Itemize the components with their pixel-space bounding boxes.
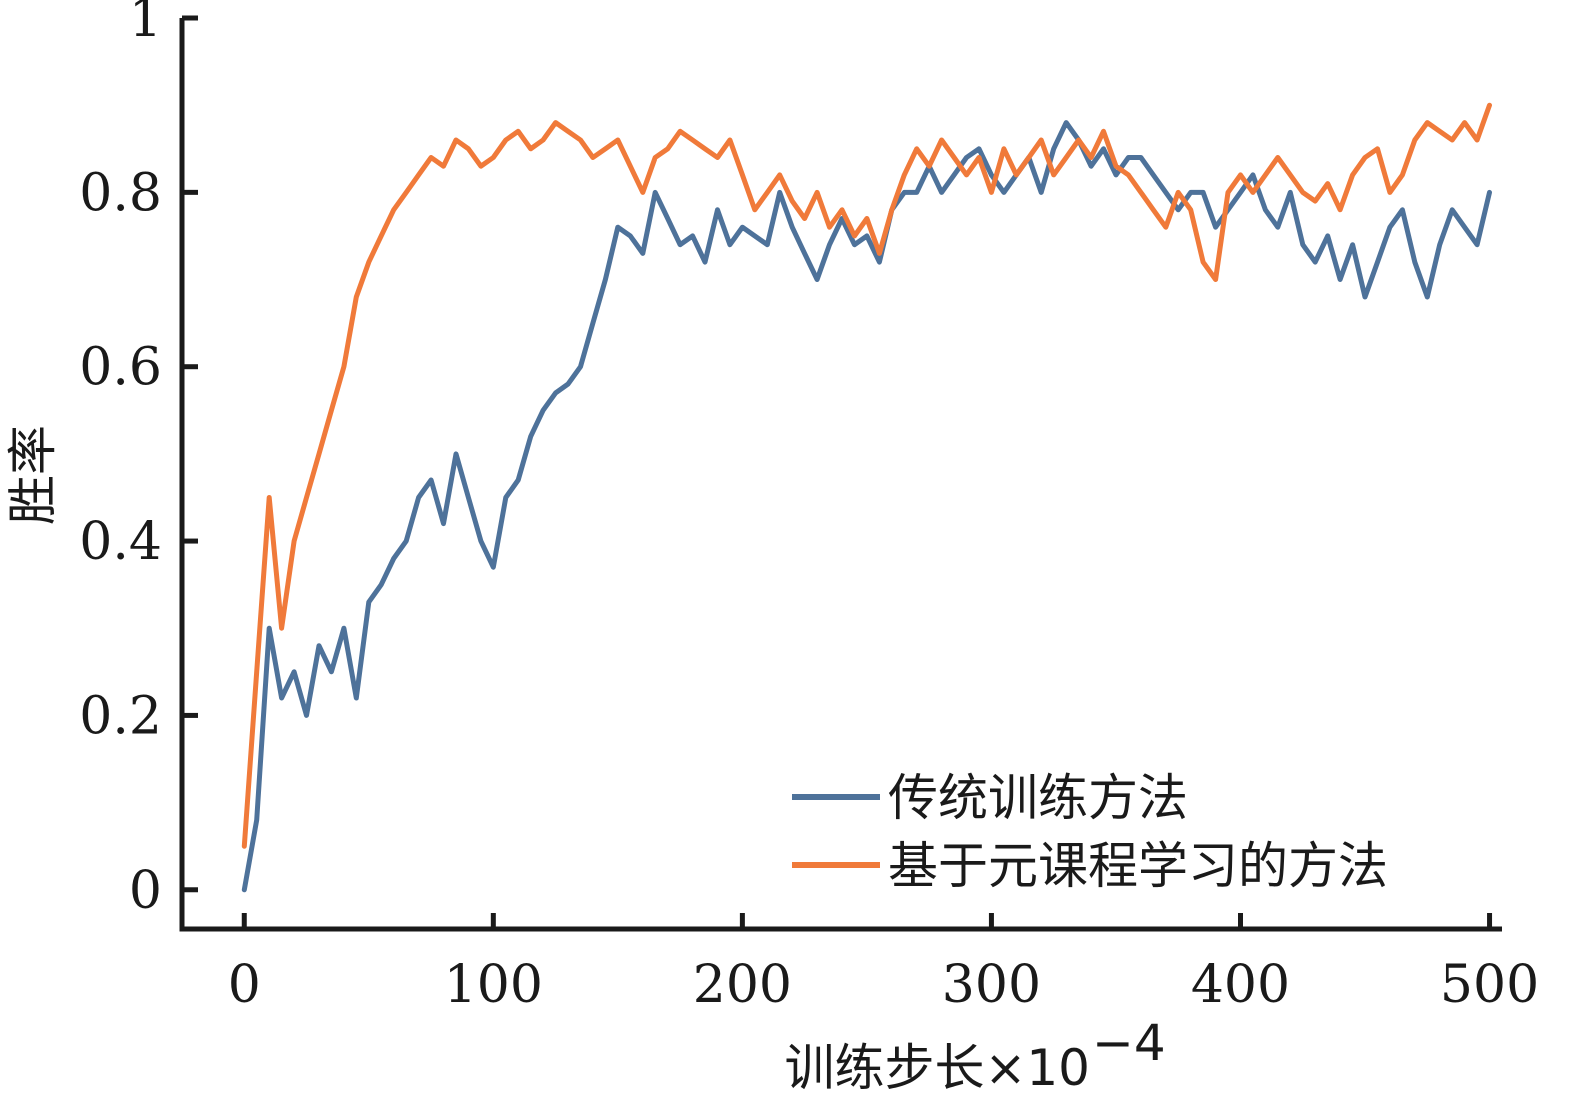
x-axis-label-exponent: −4 [1092,1014,1166,1072]
y-tick-label: 0.6 [79,338,162,398]
x-axis-label: 训练步长×10 [784,1039,1090,1097]
x-tick-label: 500 [1440,955,1539,1015]
series-line-meta-curriculum [241,102,1492,849]
x-tick-label: 200 [693,955,792,1015]
x-axis-ticks: 0 100 200 300 400 500 [228,913,1539,1015]
x-tick-label: 100 [444,955,543,1015]
legend-label-traditional: 传统训练方法 [888,769,1188,827]
y-axis-label: 胜率 [4,425,62,525]
legend: 传统训练方法 基于元课程学习的方法 [792,769,1388,895]
y-tick-label: 0.2 [79,686,162,746]
y-tick-label: 0 [129,861,162,921]
x-tick-label: 300 [942,955,1041,1015]
x-tick-label: 0 [228,955,261,1015]
legend-label-meta-curriculum: 基于元课程学习的方法 [888,837,1388,895]
y-tick-label: 0.4 [79,512,162,572]
y-tick-label: 1 [129,0,162,49]
axes-frame [179,18,1502,932]
series-line-traditional [241,120,1492,893]
series-layer [241,102,1492,893]
y-axis-ticks: 0 0.2 0.4 0.6 0.8 1 [79,0,198,921]
x-tick-label: 400 [1191,955,1290,1015]
y-tick-label: 0.8 [79,163,162,223]
